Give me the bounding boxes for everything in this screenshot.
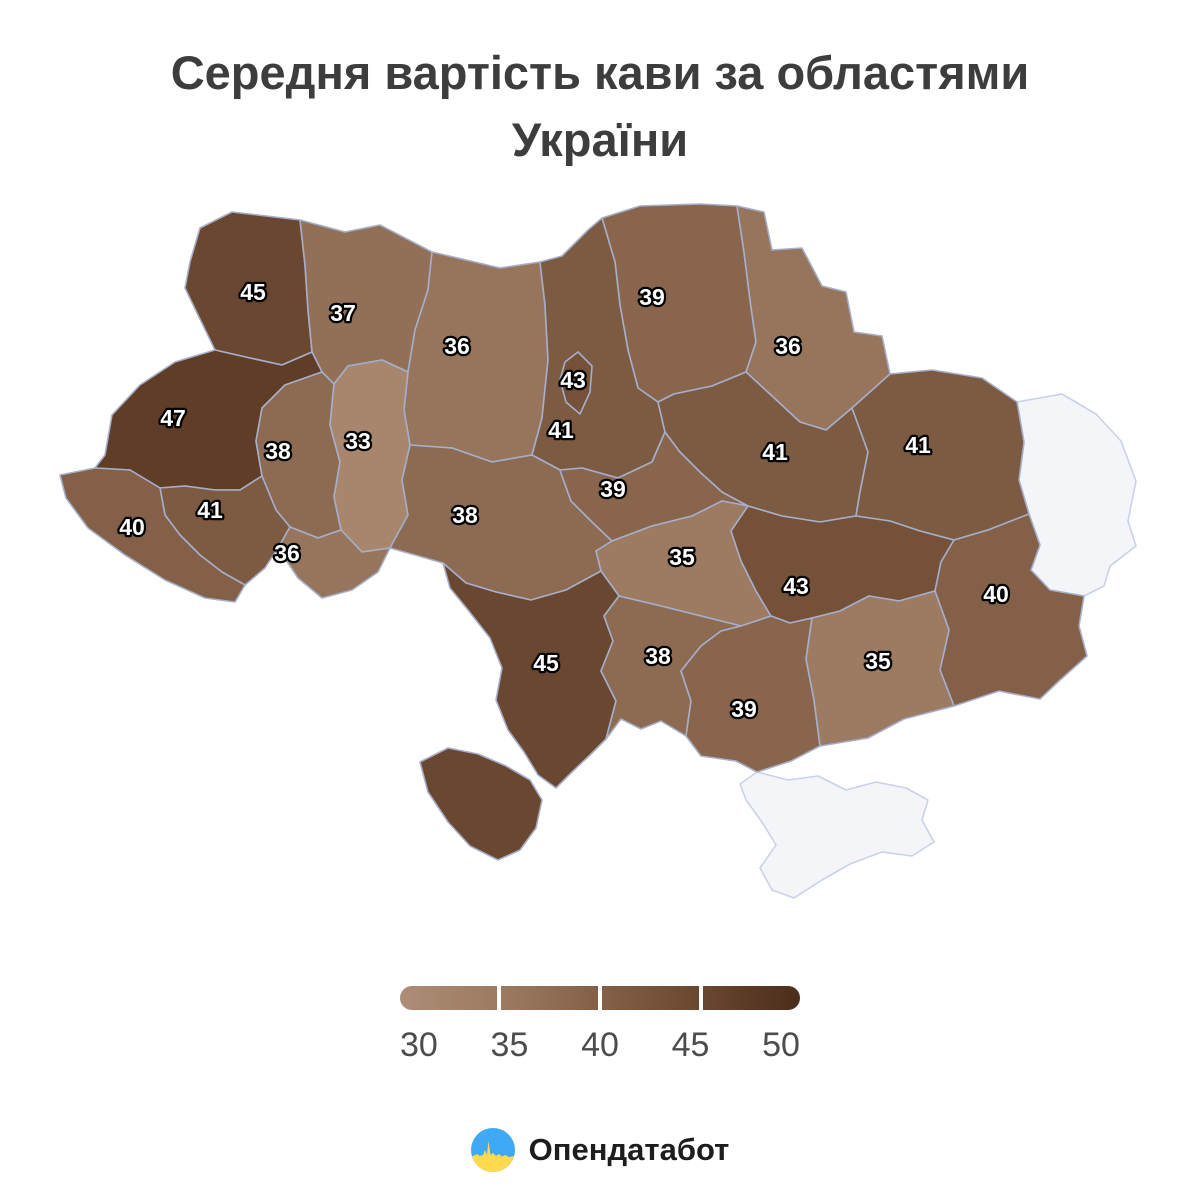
region-crimea (739, 771, 935, 899)
legend-segment-1 (400, 986, 497, 1010)
region-kharkiv (851, 369, 1030, 541)
region-value-label-zaporizhzhia: 35 (865, 648, 891, 674)
region-value-label-zakarpattia: 40 (119, 514, 145, 540)
region-value-label-kyiv: 41 (548, 417, 574, 443)
legend-tick-30: 30 (400, 1026, 438, 1064)
region-value-label-ternopil: 38 (265, 438, 291, 464)
region-value-label-donetsk: 40 (983, 581, 1009, 607)
title-line-2: України (511, 112, 689, 166)
region-kyiv_city (559, 351, 593, 415)
region-value-label-khmelnytskyi: 33 (345, 428, 371, 454)
region-value-label-volyn: 45 (240, 279, 266, 305)
title-line-1: Середня вартість кави за областями (170, 46, 1030, 99)
region-mykolaiv (600, 595, 742, 740)
legend-segment-3 (602, 986, 699, 1010)
color-legend: 30 35 40 45 50 (400, 986, 800, 1065)
region-value-label-zhytomyr: 36 (444, 333, 470, 359)
region-value-label-chernivtsi: 36 (274, 540, 300, 566)
legend-segment-4 (703, 986, 800, 1010)
legend-tick-35: 35 (490, 1026, 529, 1064)
brand-footer: Опендатабот (0, 1128, 1200, 1172)
page-title: Середня вартість кави за областями Украї… (0, 40, 1200, 173)
region-value-label-dnipro: 43 (783, 573, 809, 599)
region-odesa (419, 747, 543, 861)
region-value-label-kharkiv: 41 (905, 432, 931, 458)
region-value-label-kirovohrad: 35 (669, 544, 695, 570)
opendatabot-logo-icon (470, 1128, 515, 1172)
region-value-label-lviv: 47 (160, 405, 186, 431)
region-odesa (442, 562, 620, 789)
region-value-label-kyiv_city: 43 (560, 367, 586, 393)
legend-ticks: 30 35 40 45 50 (400, 1026, 800, 1065)
logo-skyline-yellow-half (470, 1141, 515, 1172)
legend-tick-40: 40 (581, 1026, 619, 1064)
region-value-label-odesa: 45 (533, 650, 559, 676)
region-value-label-poltava: 41 (762, 439, 788, 465)
region-zakarpattia (59, 467, 246, 603)
region-value-label-sumy: 36 (775, 333, 801, 359)
region-value-label-ivano_frankivsk: 41 (197, 497, 223, 523)
region-value-label-vinnytsia: 38 (452, 502, 478, 528)
region-khmelnytskyi (329, 359, 411, 553)
region-value-label-rivne: 37 (330, 300, 356, 326)
region-value-label-mykolaiv: 38 (645, 643, 671, 669)
legend-tick-50: 50 (762, 1026, 800, 1064)
brand-name: Опендатабот (528, 1132, 730, 1167)
region-value-label-chernihiv: 39 (639, 284, 665, 310)
legend-segment-2 (501, 986, 598, 1010)
legend-tick-45: 45 (671, 1026, 710, 1064)
legend-gradient-bar (400, 986, 800, 1010)
region-value-label-cherkasy: 39 (600, 476, 626, 502)
region-luhansk (1016, 393, 1137, 597)
region-value-label-kherson: 39 (731, 696, 757, 722)
region-zaporizhzhia (805, 590, 955, 747)
